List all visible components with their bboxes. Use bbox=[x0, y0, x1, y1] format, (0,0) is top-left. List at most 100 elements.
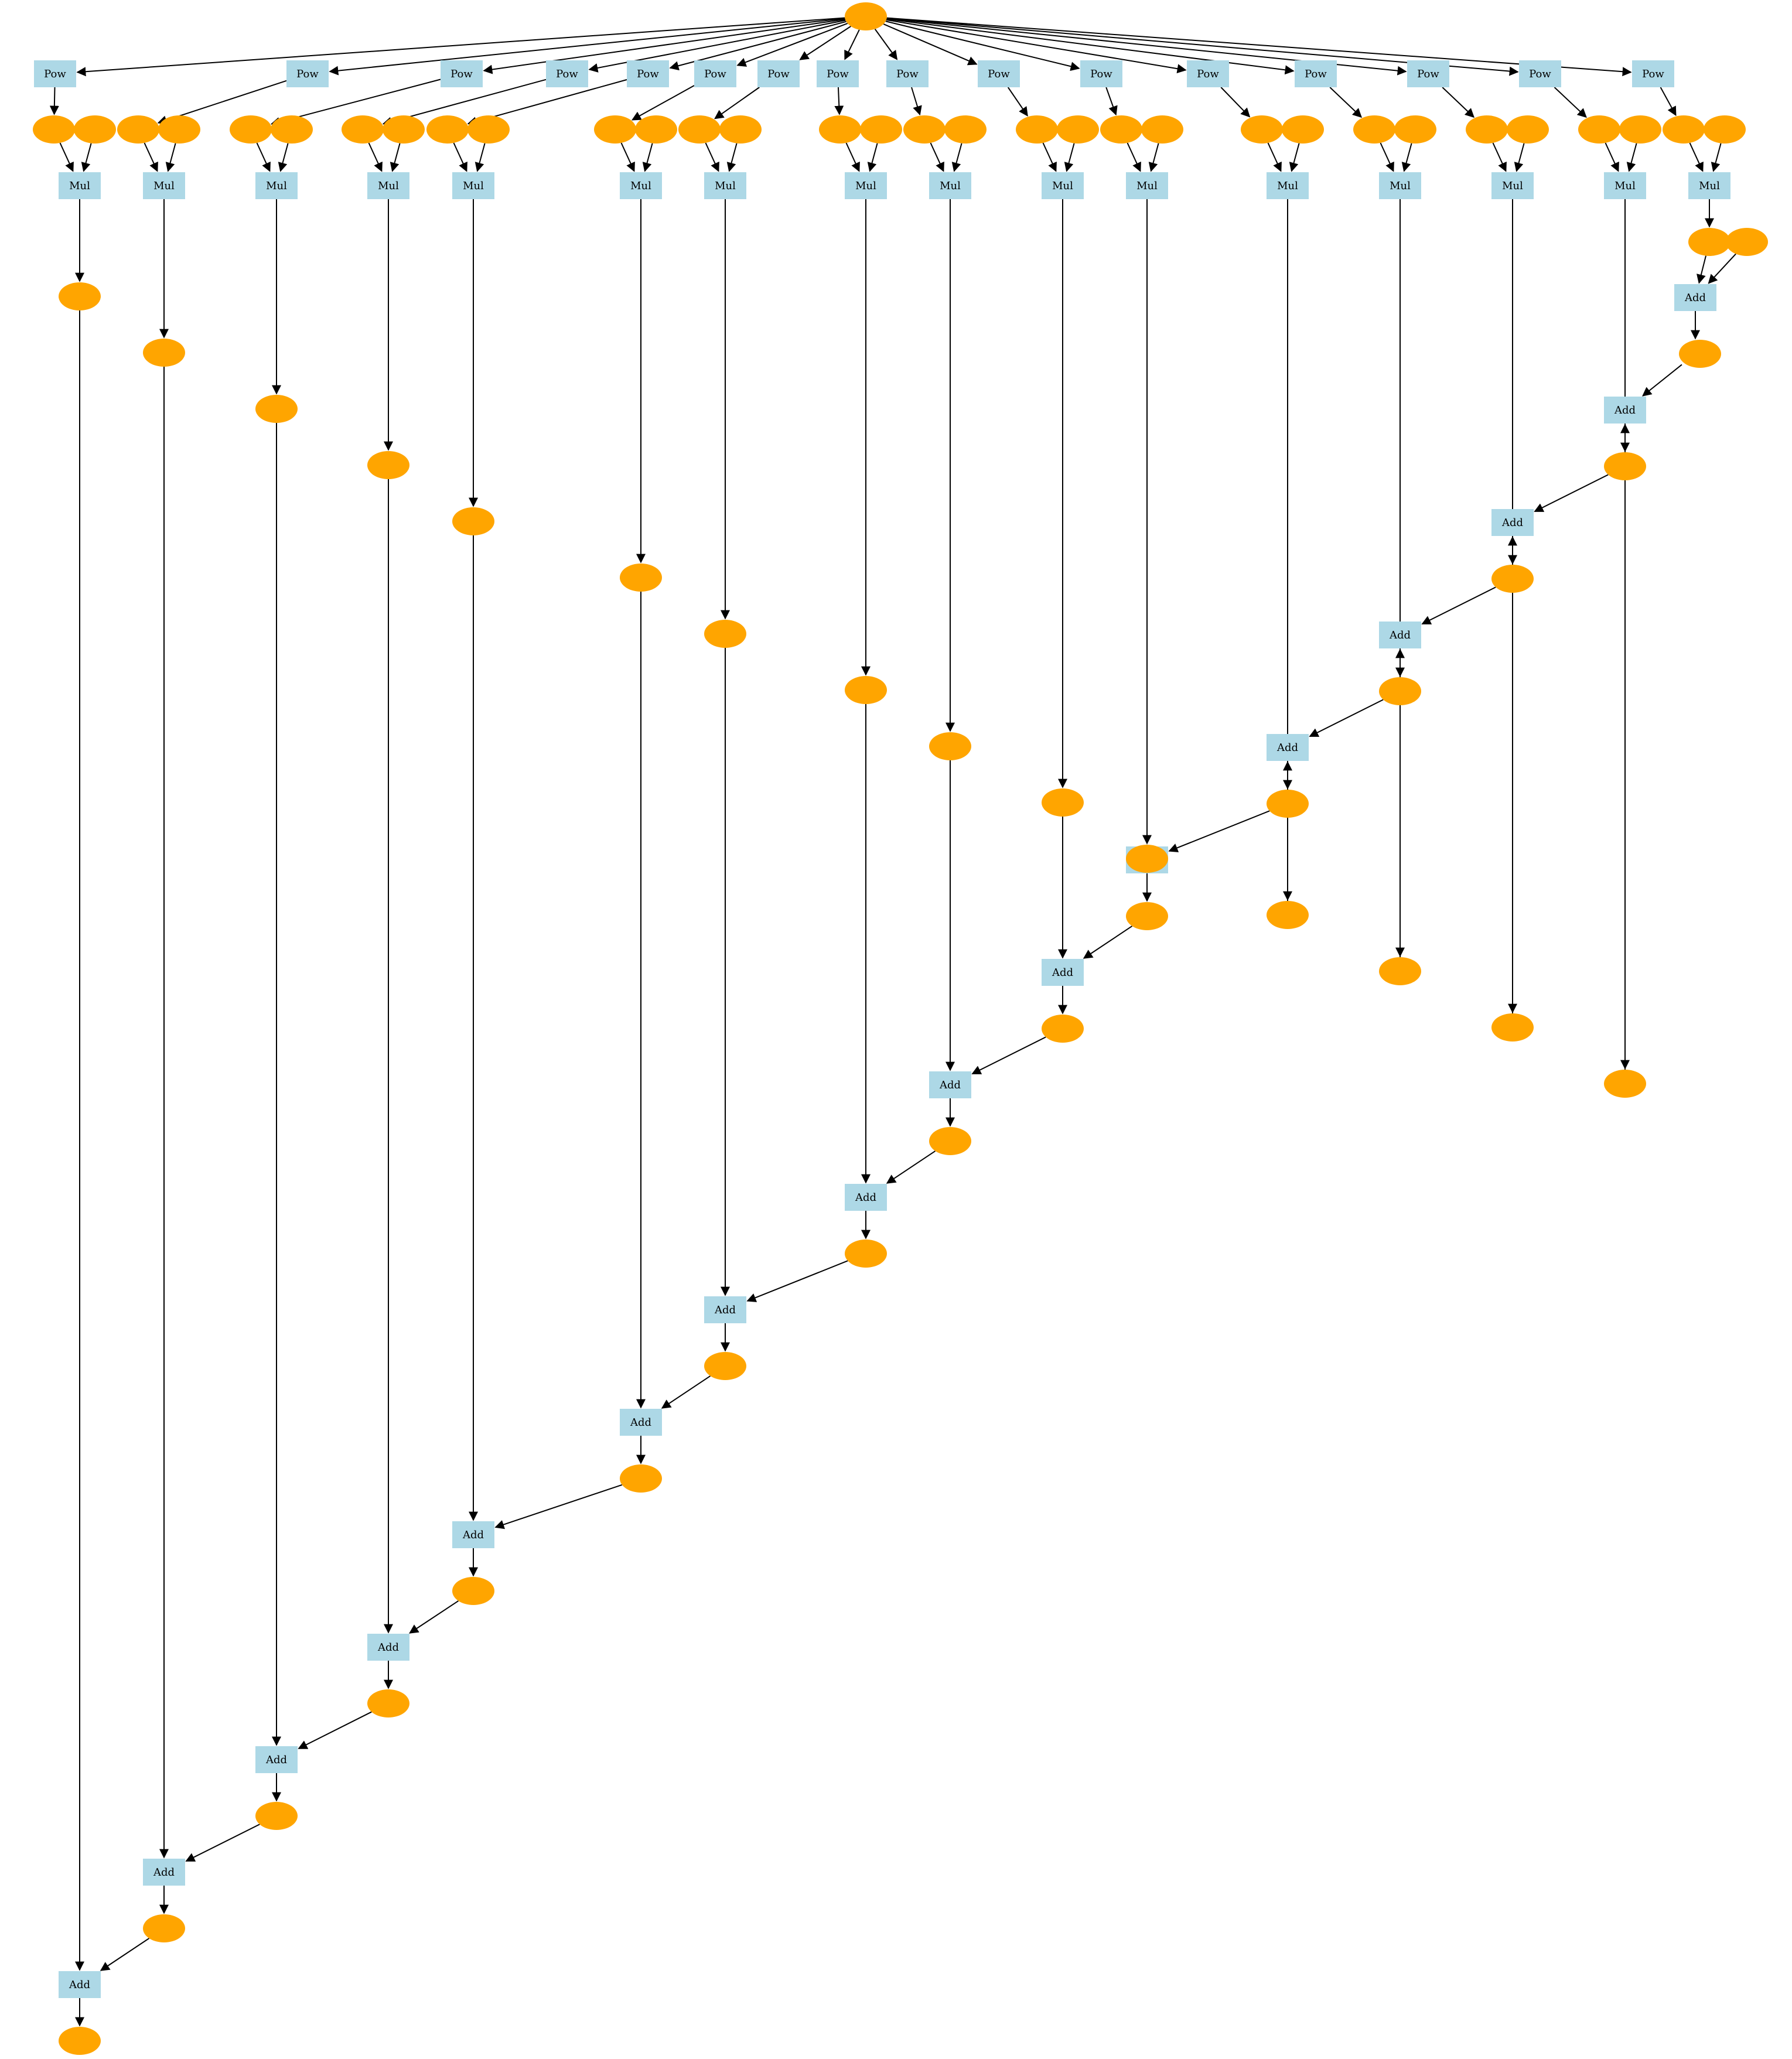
edge-val-mul-b-7 bbox=[726, 143, 738, 172]
edge-val-mul-a-5 bbox=[453, 142, 467, 172]
edge-val-mul-b-8 bbox=[867, 143, 878, 172]
add-node-5: Add bbox=[1267, 734, 1309, 761]
pow-node-1-box bbox=[34, 60, 76, 87]
add-node-15-label: Add bbox=[153, 1866, 175, 1879]
edge-val-mul-a-4 bbox=[368, 142, 383, 172]
pow-node-15-label: Pow bbox=[1529, 68, 1551, 80]
pow-node-15: Pow bbox=[1519, 60, 1561, 87]
add-node-14-box bbox=[255, 1746, 298, 1773]
edge-val-mul-b-12 bbox=[1289, 143, 1300, 172]
add-node-7: Add bbox=[1042, 959, 1084, 986]
edge-val-mul-a-10 bbox=[1042, 142, 1057, 172]
mul-node-10-box bbox=[1042, 172, 1084, 199]
add-node-10-box bbox=[704, 1296, 746, 1323]
pow-node-2: Pow bbox=[286, 60, 329, 87]
edge-val-mul-b-11 bbox=[1148, 143, 1159, 172]
edge-val-mul-a-15 bbox=[1605, 142, 1619, 172]
edge-pow-val-7 bbox=[714, 87, 760, 119]
edge-chain-add-12 bbox=[494, 1484, 623, 1529]
edge-root-pow-7 bbox=[799, 26, 851, 60]
edge-chain-add-8 bbox=[971, 1036, 1046, 1075]
pow-node-13-label: Pow bbox=[1305, 68, 1327, 80]
value-mul-out-2 bbox=[143, 339, 185, 367]
add-node-12: Add bbox=[452, 1521, 494, 1548]
mul-node-6-box bbox=[620, 172, 662, 199]
mul-node-5-box bbox=[452, 172, 494, 199]
mul-node-9: Mul bbox=[929, 172, 971, 199]
value-add-out-9 bbox=[845, 1240, 887, 1268]
value-add-out-4 bbox=[1379, 677, 1421, 705]
mul-node-15-label: Mul bbox=[1614, 180, 1636, 192]
value-add-out-7 bbox=[1042, 1015, 1084, 1043]
edge-chain-add-7 bbox=[1083, 926, 1133, 959]
mul-node-11: Mul bbox=[1126, 172, 1168, 199]
value-mul-out-9 bbox=[929, 732, 971, 760]
value-mul-out-10 bbox=[1042, 788, 1084, 817]
value-coef-9 bbox=[944, 115, 987, 144]
mul-node-15-box bbox=[1604, 172, 1646, 199]
edge-root-pow-11 bbox=[885, 21, 1080, 71]
pow-node-7-box bbox=[757, 60, 800, 87]
edge-pow-val-6 bbox=[632, 85, 695, 121]
edge-chain-add-13 bbox=[409, 1600, 459, 1634]
value-coef-8 bbox=[860, 115, 902, 144]
pow-node-4-box bbox=[546, 60, 588, 87]
edge-val-mul-a-9 bbox=[930, 142, 944, 172]
value-mul-out-16 bbox=[1688, 228, 1730, 256]
value-add-out-12 bbox=[452, 1577, 494, 1605]
pow-node-8-label: Pow bbox=[827, 68, 849, 80]
add-node-10-label: Add bbox=[714, 1304, 736, 1316]
mul-node-5-label: Mul bbox=[463, 180, 484, 192]
add-node-1-label: Add bbox=[1684, 292, 1706, 304]
edge-root-pow-2 bbox=[329, 18, 845, 76]
edge-pow-val-14 bbox=[1442, 87, 1475, 118]
add-node-1-box bbox=[1674, 284, 1716, 311]
edge-chain-add-2 bbox=[1642, 364, 1682, 397]
edge-pow-val-16 bbox=[1660, 87, 1677, 117]
value-mul-out-6 bbox=[620, 564, 662, 592]
value-mul-out-11 bbox=[1126, 845, 1168, 873]
pow-node-10-label: Pow bbox=[988, 68, 1010, 80]
value-coef-13 bbox=[1394, 115, 1436, 144]
pow-node-6-label: Pow bbox=[704, 68, 726, 80]
mul-node-14-box bbox=[1491, 172, 1534, 199]
mul-node-9-box bbox=[929, 172, 971, 199]
add-node-3-box bbox=[1491, 509, 1534, 536]
pow-node-12-box bbox=[1187, 60, 1229, 87]
mul-node-4-box bbox=[367, 172, 409, 199]
mul-node-16: Mul bbox=[1688, 172, 1730, 199]
add-node-16-label: Add bbox=[69, 1979, 90, 1991]
edge-val-mul-b-9 bbox=[951, 143, 962, 172]
pow-node-10: Pow bbox=[978, 60, 1020, 87]
edge-chain-add-3 bbox=[1534, 474, 1609, 513]
add-node-16-box bbox=[59, 1971, 101, 1998]
mul-node-6-label: Mul bbox=[630, 180, 651, 192]
value-coef-11 bbox=[1141, 115, 1183, 144]
edge-val-mul-a-12 bbox=[1267, 142, 1282, 172]
value-pow-out-13 bbox=[1353, 115, 1395, 144]
value-mul-out-15 bbox=[1604, 1070, 1646, 1098]
value-pow-out-1 bbox=[33, 115, 75, 144]
value-mul-out-3 bbox=[255, 395, 298, 423]
mul-node-13-label: Mul bbox=[1390, 180, 1411, 192]
edge-val-mul-a-14 bbox=[1492, 142, 1507, 172]
edge-pow-val-11 bbox=[1105, 87, 1118, 116]
edge-root-pow-6 bbox=[736, 22, 848, 67]
pow-node-9-label: Pow bbox=[896, 68, 919, 80]
value-pow-out-10 bbox=[1016, 115, 1058, 144]
value-coef-1 bbox=[74, 115, 116, 144]
value-coef-10 bbox=[1057, 115, 1099, 144]
pow-node-14-label: Pow bbox=[1417, 68, 1439, 80]
edge-pow-val-12 bbox=[1220, 87, 1251, 118]
pow-node-6: Pow bbox=[694, 60, 736, 87]
add-node-3: Add bbox=[1491, 509, 1534, 536]
edge-val-mul-b-10 bbox=[1064, 143, 1075, 172]
add-node-11-label: Add bbox=[630, 1416, 651, 1429]
add-node-7-box bbox=[1042, 959, 1084, 986]
mul-node-16-label: Mul bbox=[1699, 180, 1720, 192]
mul-node-11-box bbox=[1126, 172, 1168, 199]
mul-node-7-box bbox=[704, 172, 746, 199]
mul-node-12-label: Mul bbox=[1277, 180, 1298, 192]
edge-chain-add-4 bbox=[1421, 586, 1496, 625]
mul-node-10-label: Mul bbox=[1052, 180, 1073, 192]
